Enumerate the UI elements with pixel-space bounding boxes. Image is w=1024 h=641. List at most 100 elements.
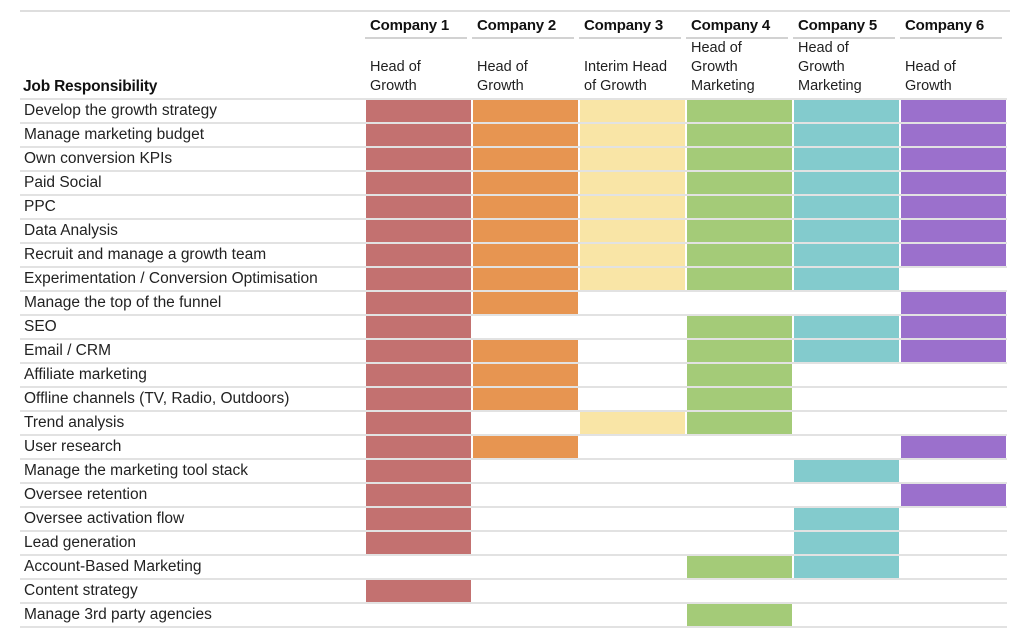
matrix-cell [472, 340, 579, 362]
matrix-cell [472, 268, 579, 290]
matrix-cell [686, 340, 793, 362]
matrix-cell [900, 412, 1007, 434]
matrix-cell [579, 508, 686, 530]
matrix-cell [900, 532, 1007, 554]
matrix-cell [686, 412, 793, 434]
matrix-cell [365, 100, 472, 122]
matrix-cell [686, 196, 793, 218]
matrix-cell [686, 388, 793, 410]
matrix-row: Experimentation / Conversion Optimisatio… [20, 268, 1007, 292]
matrix-cell [686, 100, 793, 122]
matrix-cell [900, 436, 1007, 458]
matrix-cell [686, 484, 793, 506]
matrix-cell [472, 556, 579, 578]
matrix-cell [793, 604, 900, 626]
matrix-cell [686, 148, 793, 170]
matrix-cell [365, 172, 472, 194]
company-header-2: Company 2 [472, 16, 574, 39]
matrix-cell [365, 340, 472, 362]
matrix-cell [472, 172, 579, 194]
matrix-row: Content strategy [20, 580, 1007, 604]
matrix-cell [579, 436, 686, 458]
matrix-cell [900, 460, 1007, 482]
company-header-5: Company 5 [793, 16, 895, 39]
matrix-cell [793, 316, 900, 338]
matrix-cell [472, 604, 579, 626]
matrix-cell [472, 388, 579, 410]
matrix-row: PPC [20, 196, 1007, 220]
company-header-3: Company 3 [579, 16, 681, 39]
matrix-cell [365, 244, 472, 266]
matrix-cell [472, 220, 579, 242]
matrix-row: Data Analysis [20, 220, 1007, 244]
matrix-cell [472, 196, 579, 218]
matrix-cell [472, 580, 579, 602]
matrix-cell [472, 124, 579, 146]
row-label: Paid Social [24, 174, 102, 191]
matrix-cell [365, 412, 472, 434]
matrix-row: Account-Based Marketing [20, 556, 1007, 580]
matrix-cell [365, 508, 472, 530]
company-header-1: Company 1 [365, 16, 467, 39]
matrix-row: Manage the marketing tool stack [20, 460, 1007, 484]
matrix-cell [365, 292, 472, 314]
matrix-cell [686, 604, 793, 626]
matrix-cell [900, 148, 1007, 170]
matrix-cell [686, 580, 793, 602]
company-role-6: Head of Growth [905, 59, 956, 94]
row-label: Trend analysis [24, 414, 125, 431]
matrix-cell [579, 412, 686, 434]
matrix-cell [365, 364, 472, 386]
row-label: Manage the marketing tool stack [24, 462, 249, 479]
matrix-cell [365, 580, 472, 602]
matrix-cell [793, 364, 900, 386]
matrix-cell [579, 532, 686, 554]
matrix-cell [793, 484, 900, 506]
matrix-cell [900, 364, 1007, 386]
row-label: Offline channels (TV, Radio, Outdoors) [24, 390, 290, 407]
matrix-cell [793, 436, 900, 458]
matrix-cell [686, 460, 793, 482]
company-role-2: Head of Growth [477, 59, 528, 94]
matrix-cell [686, 556, 793, 578]
row-label: Email / CRM [24, 342, 111, 359]
matrix-cell [793, 460, 900, 482]
matrix-cell [365, 388, 472, 410]
top-divider [20, 10, 1010, 12]
matrix-cell [900, 268, 1007, 290]
matrix-cell [900, 196, 1007, 218]
matrix-cell [472, 244, 579, 266]
matrix-cell [365, 148, 472, 170]
row-label: Develop the growth strategy [24, 102, 217, 119]
matrix-row: Recruit and manage a growth team [20, 244, 1007, 268]
matrix-cell [472, 532, 579, 554]
matrix-cell [579, 316, 686, 338]
matrix-cell [900, 124, 1007, 146]
company-role-4: Head of Growth Marketing [691, 40, 755, 94]
matrix-cell [900, 100, 1007, 122]
matrix-cell [365, 196, 472, 218]
row-label: Oversee retention [24, 486, 148, 503]
matrix: Develop the growth strategy Manage market… [20, 98, 1007, 628]
matrix-cell [793, 412, 900, 434]
matrix-cell [365, 484, 472, 506]
matrix-cell [900, 484, 1007, 506]
matrix-cell [472, 316, 579, 338]
company-header-4: Company 4 [686, 16, 788, 39]
matrix-cell [472, 412, 579, 434]
company-roles-row: Job Responsibility Head of Growth Head of… [20, 39, 1024, 98]
matrix-cell [900, 292, 1007, 314]
matrix-cell [686, 292, 793, 314]
company-header-6: Company 6 [900, 16, 1002, 39]
matrix-cell [472, 460, 579, 482]
matrix-cell [579, 220, 686, 242]
matrix-cell [686, 436, 793, 458]
header-spacer [20, 16, 365, 39]
matrix-row: Manage the top of the funnel [20, 292, 1007, 316]
matrix-cell [579, 460, 686, 482]
matrix-cell [579, 172, 686, 194]
matrix-cell [579, 292, 686, 314]
company-role-3: Interim Head of Growth [584, 59, 668, 94]
matrix-cell [472, 148, 579, 170]
